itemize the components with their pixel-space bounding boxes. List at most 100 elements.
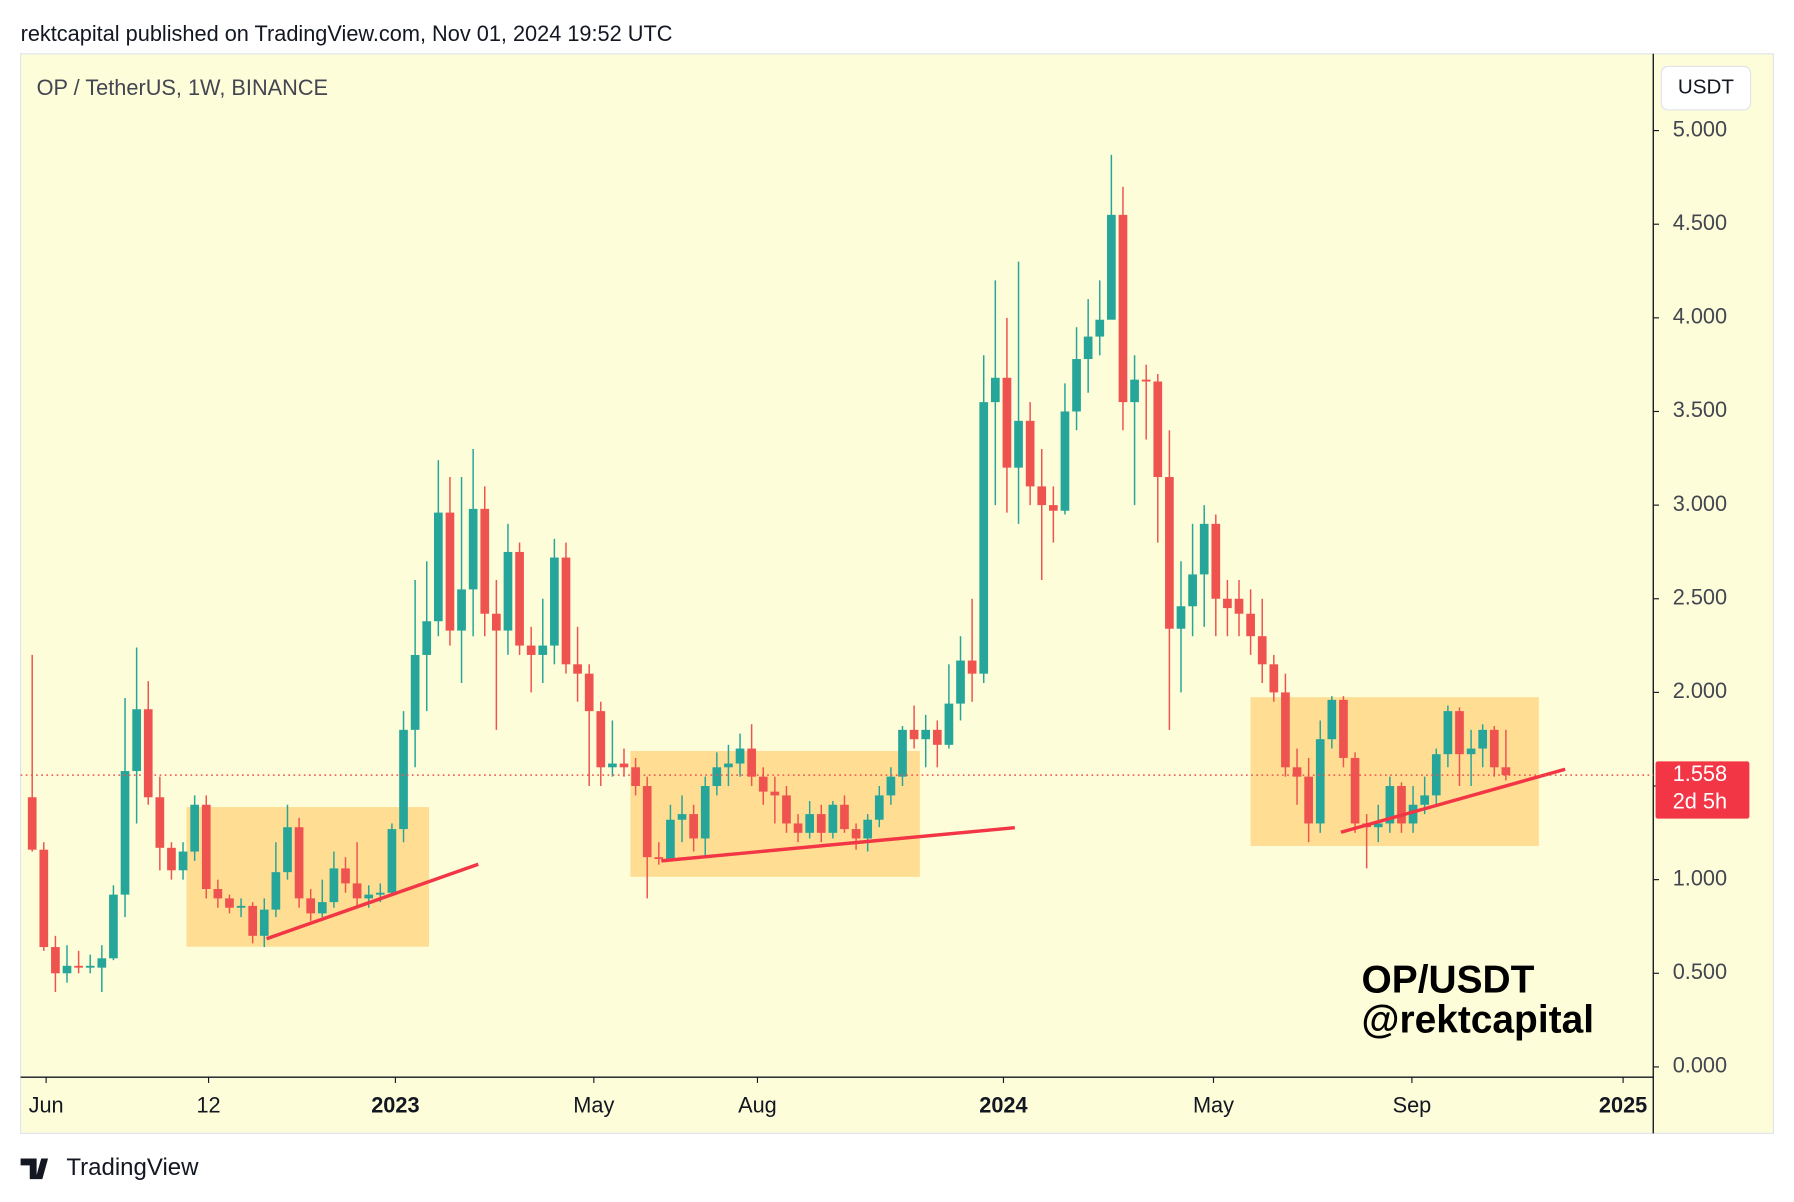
y-tick-label: 4.500 xyxy=(1673,210,1727,235)
candle-body xyxy=(561,557,571,665)
tradingview-logo xyxy=(20,1158,49,1180)
candle-body xyxy=(596,711,606,768)
candle-body xyxy=(1431,754,1441,796)
candle-body xyxy=(85,965,95,968)
x-tick-label: Jun xyxy=(29,1093,64,1118)
candle-body xyxy=(608,763,617,768)
y-tick-label: 0.500 xyxy=(1673,959,1727,984)
candle-body xyxy=(1165,477,1174,629)
candle-body xyxy=(1141,379,1151,382)
candle-body xyxy=(201,804,211,890)
candle-body xyxy=(1107,214,1116,320)
y-tick-label: 1.000 xyxy=(1673,865,1727,890)
candle-body xyxy=(654,857,664,860)
candle-body xyxy=(1304,776,1313,824)
x-tick-label: May xyxy=(573,1093,614,1118)
candle-body xyxy=(921,729,931,740)
candle-body xyxy=(236,905,246,908)
candle-body xyxy=(410,654,420,730)
candle-body xyxy=(828,804,838,833)
candle-body xyxy=(700,786,710,839)
trendline xyxy=(266,862,479,941)
candle-body xyxy=(457,589,466,631)
x-tick-label: 2023 xyxy=(371,1093,419,1118)
candle-body xyxy=(468,508,478,590)
candle-body xyxy=(1246,613,1255,637)
chart-frame xyxy=(20,53,1774,1134)
candle-body xyxy=(248,905,258,936)
candle-body xyxy=(190,804,200,852)
candle-body xyxy=(1501,767,1511,776)
candle-body xyxy=(1095,319,1105,337)
candle-body xyxy=(1443,711,1453,755)
candle-body xyxy=(909,729,919,740)
candle-body xyxy=(816,814,826,833)
candle-body xyxy=(213,889,223,899)
candle-body xyxy=(317,902,327,914)
watermark: OP/USDT xyxy=(1362,958,1535,1001)
candle-body xyxy=(1281,692,1290,768)
candle-body xyxy=(1199,523,1209,575)
candle-body xyxy=(74,965,83,968)
candle-body xyxy=(666,819,675,860)
candle-body xyxy=(1466,748,1476,755)
x-tick-label: Aug xyxy=(738,1093,777,1118)
candle-body xyxy=(283,827,292,873)
currency-box[interactable] xyxy=(1660,65,1752,111)
last-price-label: 1.558 xyxy=(1673,761,1727,786)
candle-body xyxy=(1327,699,1337,740)
candle-body xyxy=(874,795,884,820)
candle-body xyxy=(329,868,339,903)
candle-body xyxy=(120,771,130,895)
candle-body xyxy=(51,947,60,974)
candle-body xyxy=(898,729,907,777)
candle-body xyxy=(132,709,141,772)
candle-body xyxy=(178,851,188,871)
candle-body xyxy=(271,872,281,910)
currency-label: USDT xyxy=(1678,76,1734,99)
candle-body xyxy=(109,894,118,959)
candle-body xyxy=(364,894,374,899)
candle-body xyxy=(294,827,304,899)
candle-body xyxy=(225,898,234,908)
candle-body xyxy=(770,791,780,796)
candle-body xyxy=(631,767,640,787)
candle-body xyxy=(956,660,965,704)
candle-body xyxy=(944,703,954,745)
candle-body xyxy=(526,645,536,655)
candle-body xyxy=(1211,523,1221,599)
y-tick-label: 3.000 xyxy=(1673,491,1727,516)
candle-body xyxy=(735,748,745,764)
candle-body xyxy=(1037,486,1047,506)
candle-body xyxy=(1153,381,1163,478)
candle-body xyxy=(341,868,350,884)
candle-body xyxy=(1130,379,1139,403)
candle-body xyxy=(375,892,385,895)
countdown-label: 2d 5h xyxy=(1673,788,1727,813)
candle-body xyxy=(584,673,594,712)
candle-body xyxy=(492,613,501,631)
candle-body xyxy=(259,909,269,936)
last-price-tag xyxy=(1655,761,1750,819)
y-tick-label: 3.500 xyxy=(1673,397,1727,422)
candle-body xyxy=(1489,729,1499,768)
x-tick-label: 12 xyxy=(196,1093,220,1118)
y-tick-label: 2.000 xyxy=(1673,678,1727,703)
watermark: @rektcapital xyxy=(1362,999,1595,1042)
candle-body xyxy=(503,551,513,631)
chart-title: OP / TetherUS, 1W, BINANCE xyxy=(37,75,328,100)
candle-body xyxy=(1060,411,1070,511)
candle-body xyxy=(1025,420,1035,487)
trendline xyxy=(1340,767,1566,834)
candle-body xyxy=(155,797,165,848)
trendline xyxy=(661,825,1016,863)
candle-body xyxy=(805,814,815,833)
candle-body xyxy=(1072,359,1081,412)
candle-body xyxy=(1455,711,1464,755)
candle-body xyxy=(1420,795,1430,805)
candle-body xyxy=(1315,739,1325,824)
candle-body xyxy=(1176,606,1186,629)
candle-body xyxy=(642,786,652,858)
